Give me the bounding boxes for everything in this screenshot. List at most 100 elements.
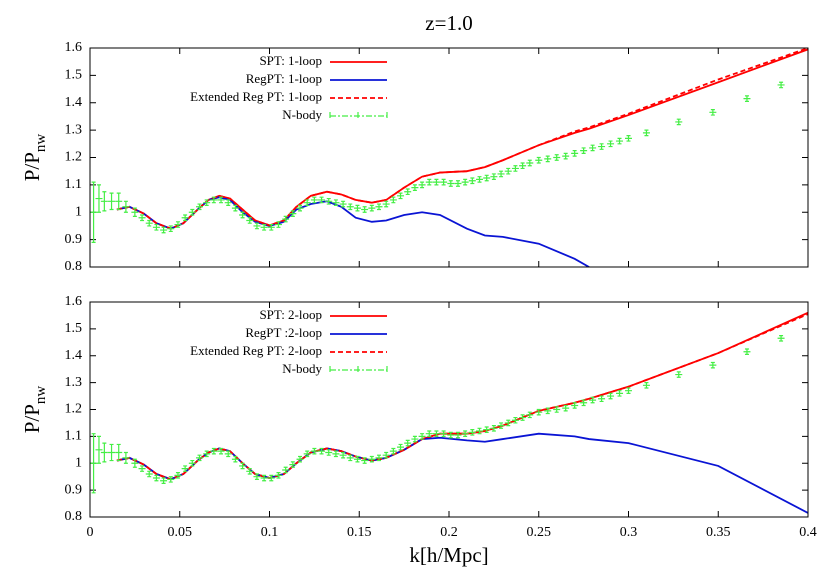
nbody-point — [115, 443, 123, 462]
y-tick-label: 1.4 — [65, 95, 83, 110]
nbody-point — [468, 429, 476, 436]
nbody-point — [675, 371, 683, 378]
y-tick-label: 0.9 — [65, 482, 83, 497]
nbody-point — [267, 474, 275, 482]
nbody-point — [260, 223, 268, 231]
nbody-point — [346, 203, 354, 211]
nbody-point — [108, 443, 116, 462]
y-tick-label: 1.1 — [65, 177, 83, 192]
x-tick-label: 0.4 — [799, 525, 817, 540]
nbody-point — [404, 188, 412, 196]
nbody-point — [642, 382, 650, 389]
nbody-point — [418, 433, 426, 440]
nbody-point — [210, 196, 218, 204]
nbody-point — [310, 447, 318, 455]
y-tick-label: 1.6 — [65, 40, 83, 55]
nbody-point — [571, 150, 579, 157]
nbody-point — [210, 447, 218, 455]
nbody-point — [246, 468, 254, 475]
nbody-point — [260, 474, 268, 482]
nbody-point — [231, 204, 239, 212]
nbody-point — [282, 215, 290, 223]
legend-swatch — [329, 112, 388, 120]
nbody-point — [418, 181, 426, 189]
nbody-point — [382, 200, 390, 208]
nbody-point — [607, 140, 615, 148]
nbody-point — [544, 407, 552, 415]
nbody-point — [325, 197, 333, 205]
nbody-point — [90, 433, 98, 494]
y-tick-label: 1.2 — [65, 150, 83, 165]
nbody-point — [411, 435, 419, 443]
nbody-point — [181, 214, 189, 222]
plot-frame — [89, 47, 809, 268]
nbody-point — [239, 462, 247, 470]
nbody-point — [511, 416, 519, 424]
legend-label: SPT: 2-loop — [259, 307, 322, 322]
nbody-point — [289, 461, 297, 468]
x-tick-label: 0.35 — [706, 525, 731, 540]
nbody-point — [195, 203, 203, 211]
nbody-point — [361, 457, 369, 464]
nbody-point — [145, 470, 153, 478]
nbody-point — [616, 390, 624, 397]
nbody-point — [325, 449, 333, 456]
nbody-point — [562, 152, 570, 160]
nbody-point — [468, 177, 476, 185]
legend-swatch — [329, 366, 388, 374]
y-tick-label: 1 — [75, 204, 82, 219]
nbody-point — [145, 219, 153, 227]
nbody-point — [483, 174, 491, 182]
y-tick-label: 0.9 — [65, 232, 83, 247]
nbody-point — [95, 184, 103, 213]
x-tick-label: 0.25 — [527, 525, 552, 540]
nbody-point — [535, 156, 543, 164]
nbody-point — [607, 392, 615, 400]
x-tick-label: 0.15 — [347, 525, 372, 540]
nbody-point — [282, 466, 290, 474]
y-tick-label: 1.2 — [65, 402, 83, 417]
nbody-point — [589, 144, 597, 152]
nbody-point — [526, 411, 534, 419]
nbody-point — [454, 431, 462, 439]
nbody-point — [553, 406, 561, 413]
nbody-point — [108, 192, 116, 211]
nbody-point — [589, 396, 597, 404]
nbody-point — [368, 455, 376, 463]
legend-label: N-body — [282, 107, 322, 122]
nbody-point — [332, 450, 340, 458]
nbody-point — [476, 176, 484, 183]
x-axis-label: k[h/Mpc] — [409, 543, 488, 567]
nbody-point — [625, 135, 632, 142]
nbody-point — [397, 192, 405, 200]
nbody-point — [353, 204, 361, 212]
y-tick-label: 1.3 — [65, 375, 83, 390]
nbody-point — [181, 465, 189, 472]
nbody-point — [346, 454, 354, 462]
nbody-point — [310, 196, 318, 204]
nbody-point — [231, 455, 239, 463]
series-line — [116, 48, 808, 230]
nbody-point — [461, 430, 469, 437]
nbody-point — [675, 118, 683, 126]
nbody-point — [239, 211, 247, 219]
y-tick-label: 1.4 — [65, 348, 83, 363]
nbody-point — [274, 472, 282, 479]
nbody-point — [253, 222, 261, 230]
nbody-point — [519, 414, 527, 421]
nbody-point — [122, 451, 130, 464]
nbody-point — [511, 165, 519, 172]
legend-label: RegPT :2-loop — [245, 325, 322, 340]
plot-frame — [89, 301, 809, 518]
nbody-point — [397, 443, 405, 451]
nbody-point — [709, 361, 717, 369]
nbody-point — [497, 170, 505, 178]
legend-label: Extended Reg PT: 2-loop — [190, 343, 322, 358]
legend-label: N-body — [282, 361, 322, 376]
nbody-point — [440, 178, 448, 186]
nbody-point — [411, 184, 419, 191]
y-axis-label-main: P/P — [20, 404, 44, 433]
legend-label: RegPT: 1-loop — [246, 71, 322, 86]
nbody-point — [152, 474, 160, 482]
